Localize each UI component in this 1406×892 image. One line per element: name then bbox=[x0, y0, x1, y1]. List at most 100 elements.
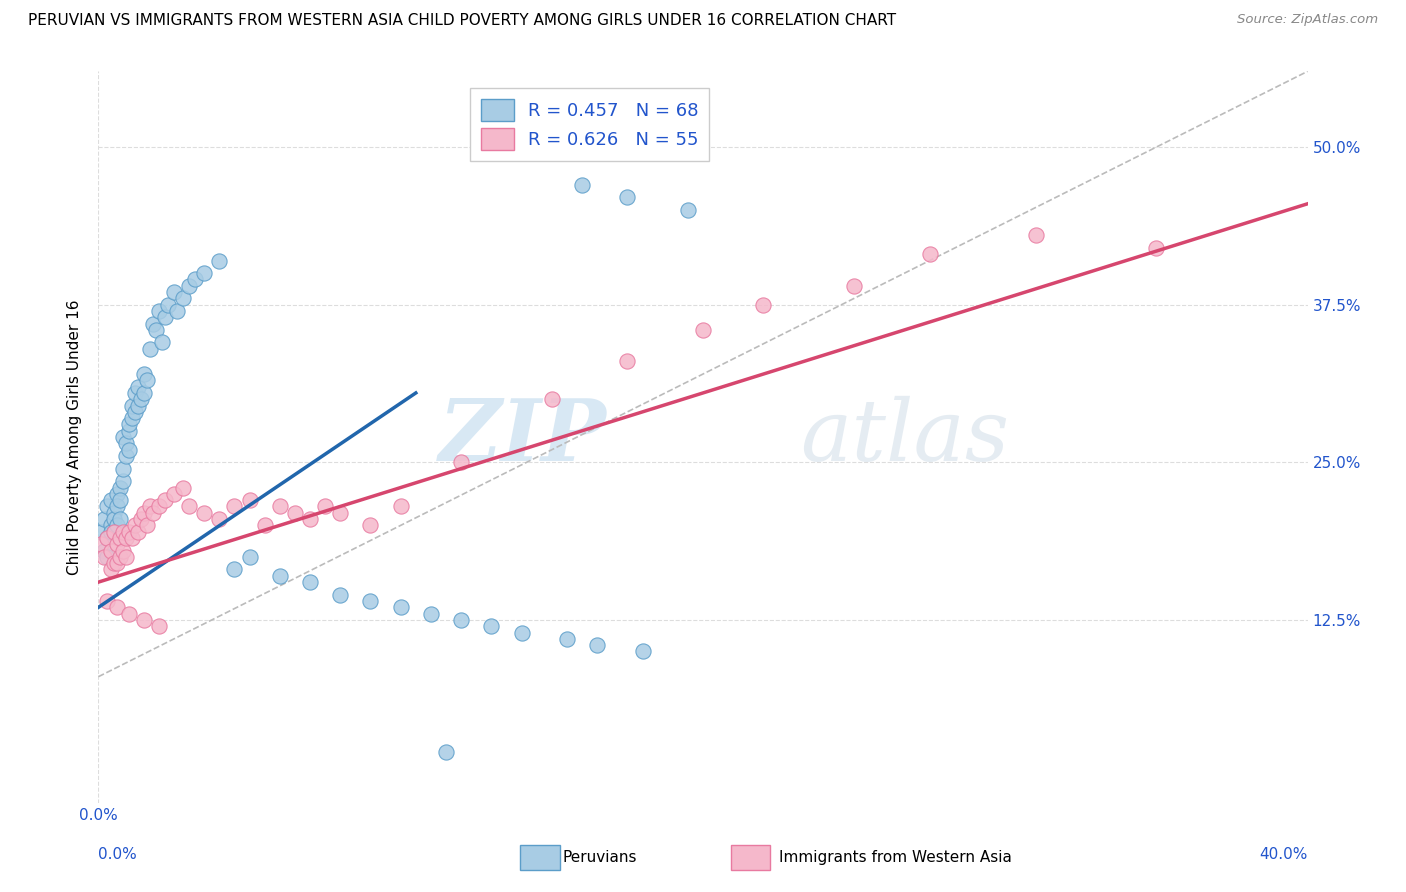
Point bbox=[105, 556, 128, 570]
Point bbox=[93, 512, 115, 526]
Point bbox=[118, 417, 141, 432]
Point bbox=[555, 632, 578, 646]
Point bbox=[96, 531, 118, 545]
Point bbox=[540, 392, 562, 407]
Point bbox=[93, 549, 115, 564]
Point bbox=[148, 500, 170, 514]
Point bbox=[111, 474, 134, 488]
Point bbox=[269, 569, 291, 583]
Point bbox=[844, 278, 866, 293]
Point bbox=[127, 399, 149, 413]
Point bbox=[100, 524, 122, 539]
Point bbox=[299, 512, 322, 526]
Point bbox=[118, 424, 141, 438]
Point bbox=[142, 317, 165, 331]
Point bbox=[360, 594, 382, 608]
Point bbox=[108, 481, 131, 495]
Point bbox=[90, 524, 112, 539]
Point bbox=[434, 745, 457, 759]
Point bbox=[96, 531, 118, 545]
Point bbox=[100, 543, 122, 558]
Legend: R = 0.457   N = 68, R = 0.626   N = 55: R = 0.457 N = 68, R = 0.626 N = 55 bbox=[470, 87, 709, 161]
Point bbox=[420, 607, 443, 621]
Point bbox=[124, 405, 146, 419]
Point bbox=[129, 392, 152, 407]
Point bbox=[124, 386, 146, 401]
Point bbox=[450, 455, 472, 469]
Point bbox=[111, 524, 134, 539]
Point bbox=[224, 562, 246, 576]
Point bbox=[103, 512, 125, 526]
Point bbox=[329, 588, 352, 602]
Point bbox=[111, 461, 134, 475]
Text: Peruvians: Peruvians bbox=[562, 850, 637, 864]
Point bbox=[135, 373, 157, 387]
Point bbox=[389, 500, 412, 514]
Point bbox=[571, 178, 593, 192]
Point bbox=[148, 619, 170, 633]
Point bbox=[111, 543, 134, 558]
Point bbox=[193, 506, 215, 520]
Point bbox=[108, 493, 131, 508]
Point bbox=[616, 190, 638, 204]
Point bbox=[114, 449, 136, 463]
Point bbox=[108, 549, 131, 564]
Point bbox=[153, 310, 176, 325]
Point bbox=[269, 500, 291, 514]
Point bbox=[127, 379, 149, 393]
Point bbox=[108, 531, 131, 545]
Text: Source: ZipAtlas.com: Source: ZipAtlas.com bbox=[1237, 13, 1378, 27]
Point bbox=[1144, 241, 1167, 255]
Point bbox=[481, 619, 503, 633]
Point bbox=[166, 304, 188, 318]
Point bbox=[163, 285, 186, 299]
Point bbox=[163, 487, 186, 501]
Point bbox=[118, 607, 141, 621]
Point bbox=[103, 556, 125, 570]
Point bbox=[142, 506, 165, 520]
Point bbox=[153, 493, 176, 508]
Point bbox=[103, 524, 125, 539]
Point bbox=[90, 537, 112, 551]
Point bbox=[118, 524, 141, 539]
Point bbox=[179, 278, 201, 293]
Point bbox=[114, 531, 136, 545]
Point bbox=[314, 500, 336, 514]
Point bbox=[103, 524, 125, 539]
Point bbox=[284, 506, 307, 520]
Point bbox=[114, 436, 136, 450]
Point bbox=[139, 500, 162, 514]
Point bbox=[108, 512, 131, 526]
Point bbox=[510, 625, 533, 640]
Point bbox=[239, 549, 262, 564]
Point bbox=[150, 335, 173, 350]
Point bbox=[105, 537, 128, 551]
Point bbox=[132, 506, 155, 520]
Point bbox=[224, 500, 246, 514]
Point bbox=[93, 543, 115, 558]
Point bbox=[586, 638, 609, 652]
Point bbox=[132, 613, 155, 627]
Point bbox=[329, 506, 352, 520]
Point bbox=[676, 203, 699, 218]
Point bbox=[129, 512, 152, 526]
Point bbox=[172, 291, 194, 305]
Y-axis label: Child Poverty Among Girls Under 16: Child Poverty Among Girls Under 16 bbox=[67, 300, 83, 574]
Point bbox=[105, 518, 128, 533]
Point bbox=[239, 493, 262, 508]
Point bbox=[389, 600, 412, 615]
Point bbox=[118, 442, 141, 457]
Point bbox=[100, 518, 122, 533]
Point bbox=[179, 500, 201, 514]
Point bbox=[139, 342, 162, 356]
Text: PERUVIAN VS IMMIGRANTS FROM WESTERN ASIA CHILD POVERTY AMONG GIRLS UNDER 16 CORR: PERUVIAN VS IMMIGRANTS FROM WESTERN ASIA… bbox=[28, 13, 896, 29]
Point bbox=[156, 298, 179, 312]
Point bbox=[96, 500, 118, 514]
Point bbox=[100, 562, 122, 576]
Point bbox=[132, 386, 155, 401]
Point bbox=[299, 575, 322, 590]
Point bbox=[253, 518, 276, 533]
Point bbox=[208, 253, 231, 268]
Point bbox=[121, 411, 143, 425]
Point bbox=[132, 367, 155, 381]
